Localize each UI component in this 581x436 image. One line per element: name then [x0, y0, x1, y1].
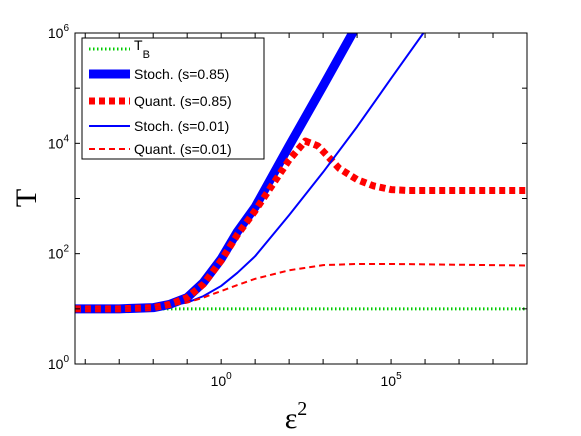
y-tick-label-base: 10: [48, 356, 64, 372]
legend-label-2: Stoch. (s=0.85): [134, 66, 229, 82]
y-tick-label-exponent: 2: [63, 244, 69, 255]
x-axis-title-base: ε: [285, 402, 298, 435]
legend-label-subscript: B: [143, 49, 150, 61]
x-tick-label-exponent: 5: [396, 371, 402, 382]
y-tick-label: 100: [48, 354, 70, 372]
y-tick-label-base: 10: [48, 25, 64, 41]
legend-label-4: Stoch. (s=0.01): [134, 118, 229, 134]
y-tick-label-base: 10: [48, 135, 64, 151]
y-tick-label-exponent: 4: [63, 133, 69, 144]
y-tick-label-exponent: 6: [63, 23, 69, 34]
series-line-5: [75, 262, 527, 310]
y-axis-title: T: [10, 189, 43, 207]
series-line-4: [75, 33, 425, 310]
y-tick-label-base: 10: [48, 246, 64, 262]
series-layer: [75, 33, 527, 314]
x-tick-label: 100: [211, 371, 233, 389]
series-line-3: [75, 137, 527, 313]
x-tick-label-exponent: 0: [226, 371, 232, 382]
legend: TB Stoch. (s=0.85) Quant. (s=0.85) Stoch. (…: [81, 37, 265, 160]
y-tick-label: 102: [48, 244, 70, 262]
y-tick-label: 106: [48, 23, 70, 41]
legend-label-5: Quant. (s=0.01): [134, 141, 232, 157]
legend-label-main: T: [134, 37, 143, 53]
x-tick-label: 105: [381, 371, 403, 389]
plot-frame: [74, 32, 528, 365]
y-tick-label: 104: [48, 133, 70, 151]
x-axis-title: ε2: [285, 398, 308, 435]
x-tick-label-base: 10: [211, 373, 227, 389]
x-axis-title-exponent: 2: [297, 398, 307, 420]
legend-label-3: Quant. (s=0.85): [134, 93, 232, 109]
legend-label-1: TB: [134, 37, 150, 61]
y-tick-label-exponent: 0: [63, 354, 69, 365]
x-tick-label-base: 10: [381, 373, 397, 389]
